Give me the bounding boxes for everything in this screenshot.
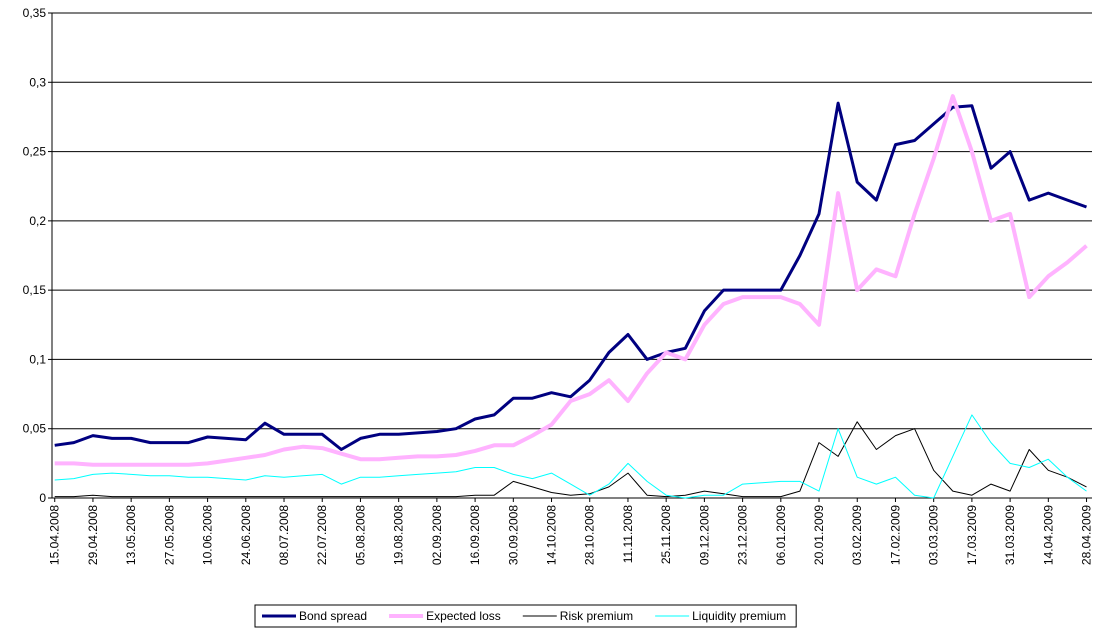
x-tick-label: 28.04.2009 xyxy=(1080,505,1094,565)
legend-label: Risk premium xyxy=(560,609,633,623)
legend-label: Bond spread xyxy=(299,609,367,623)
x-tick-label: 14.10.2008 xyxy=(545,505,559,565)
legend-label: Liquidity premium xyxy=(692,609,786,623)
x-tick-label: 28.10.2008 xyxy=(583,505,597,565)
x-tick-label: 13.05.2008 xyxy=(124,505,138,565)
x-tick-label: 08.07.2008 xyxy=(277,505,291,565)
x-tick-label: 31.03.2009 xyxy=(1003,505,1017,565)
x-tick-label: 02.09.2008 xyxy=(430,505,444,565)
x-tick-label: 29.04.2008 xyxy=(86,505,100,565)
x-tick-label: 30.09.2008 xyxy=(506,505,520,565)
y-tick-label: 0,1 xyxy=(29,352,46,366)
x-tick-label: 03.03.2009 xyxy=(927,505,941,565)
x-tick-label: 17.02.2009 xyxy=(888,505,902,565)
y-tick-label: 0,2 xyxy=(29,214,46,228)
legend: Bond spread Expected loss Risk premium Liqu… xyxy=(254,604,797,628)
x-tick-label: 14.04.2009 xyxy=(1041,505,1055,565)
x-tick-label: 06.01.2009 xyxy=(774,505,788,565)
legend-label: Expected loss xyxy=(426,609,501,623)
x-tick-label: 05.08.2008 xyxy=(353,505,367,565)
x-tick-label: 16.09.2008 xyxy=(468,505,482,565)
series-line xyxy=(54,101,1088,451)
x-tick-label: 19.08.2008 xyxy=(392,505,406,565)
y-tick-label: 0,05 xyxy=(23,422,47,436)
x-tick-label: 22.07.2008 xyxy=(315,505,329,565)
y-tick-label: 0,25 xyxy=(23,145,47,159)
series-line xyxy=(54,94,1088,467)
x-tick-label: 03.02.2009 xyxy=(850,505,864,565)
y-tick-label: 0 xyxy=(39,491,46,505)
x-tick-label: 10.06.2008 xyxy=(201,505,215,565)
y-tick-label: 0,3 xyxy=(29,75,46,89)
x-tick-label: 23.12.2008 xyxy=(736,505,750,565)
x-tick-label: 17.03.2009 xyxy=(965,505,979,565)
series-line xyxy=(54,414,1087,499)
y-tick-label: 0,35 xyxy=(23,6,47,20)
x-tick-label: 09.12.2008 xyxy=(697,505,711,565)
y-tick-label: 0,15 xyxy=(23,283,47,297)
x-tick-label: 11.11.2008 xyxy=(621,505,635,564)
x-tick-label: 24.06.2008 xyxy=(239,505,253,565)
x-tick-label: 27.05.2008 xyxy=(162,505,176,565)
x-tick-label: 15.04.2008 xyxy=(48,505,62,565)
x-tick-label: 20.01.2009 xyxy=(812,505,826,565)
x-tick-label: 25.11.2008 xyxy=(659,505,673,564)
series-line xyxy=(54,421,1087,498)
